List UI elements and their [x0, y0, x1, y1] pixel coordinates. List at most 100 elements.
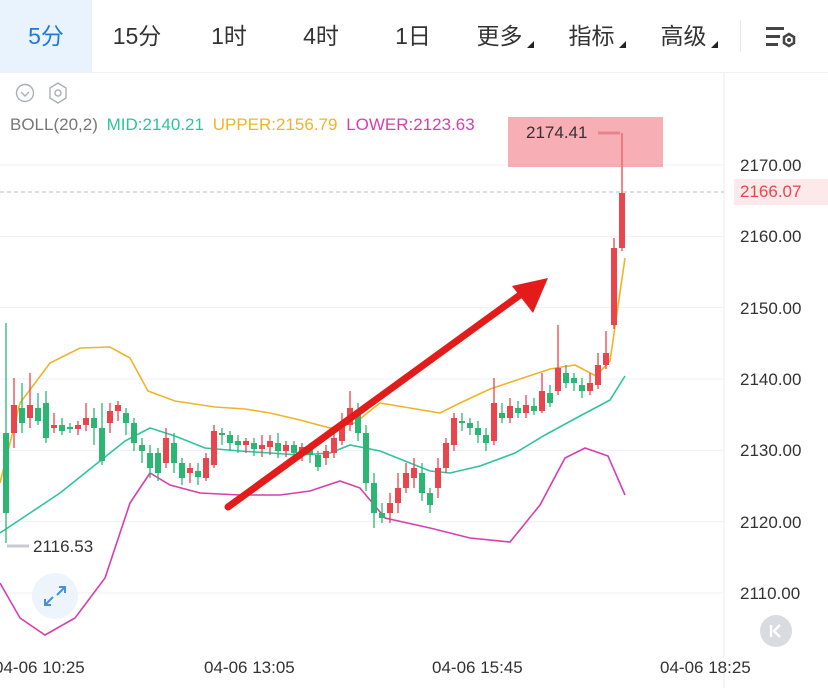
candle-body — [187, 468, 193, 473]
boll-lower-value: LOWER:2123.63 — [346, 115, 475, 134]
candle-body — [379, 513, 385, 518]
candle-body — [459, 421, 465, 423]
candle-body — [235, 441, 241, 445]
caret-down-icon — [618, 41, 626, 48]
candle-body — [219, 433, 225, 435]
caret-down-icon — [526, 41, 534, 48]
tab-label: 更多 — [476, 23, 523, 49]
price-axis-label: 2160.00 — [740, 227, 801, 246]
candle-body — [427, 493, 433, 505]
tab-5min[interactable]: 5分 — [0, 0, 92, 72]
back-to-latest-icon — [769, 624, 781, 638]
caret-down-icon — [710, 41, 718, 48]
price-axis-label: 2170.00 — [740, 156, 801, 175]
candle-body — [523, 405, 529, 413]
tab-more-dropdown[interactable]: 更多 — [460, 0, 550, 72]
candle-body — [147, 453, 153, 468]
candle-body — [507, 406, 513, 418]
expand-button[interactable] — [32, 573, 78, 619]
candle-body — [371, 483, 377, 513]
tab-1hour[interactable]: 1时 — [184, 0, 274, 72]
tab-label: 1日 — [395, 23, 431, 49]
candle-body — [11, 405, 17, 433]
candlestick-chart[interactable]: 2170.00 2160.00 2150.00 2140.00 2130.00 … — [0, 73, 828, 688]
tab-advanced-dropdown[interactable]: 高级 — [644, 0, 734, 72]
candle-body — [123, 413, 129, 423]
candle-body — [355, 413, 361, 433]
candle-body — [155, 453, 161, 473]
boll-upper-line — [0, 257, 626, 484]
candle-body — [619, 193, 625, 248]
tab-label: 指标 — [568, 23, 615, 49]
last-price-badge — [734, 179, 828, 205]
candle-body — [499, 413, 505, 418]
candle-body — [563, 373, 569, 383]
candle-body — [467, 423, 473, 428]
candles — [3, 133, 625, 543]
candle-body — [91, 418, 97, 428]
candle-body — [3, 433, 9, 513]
time-axis-label: 04-06 13:05 — [204, 658, 295, 677]
candle-body — [315, 455, 321, 467]
candle-body — [171, 443, 177, 463]
eye-icon[interactable] — [15, 83, 35, 103]
boll-upper-value: UPPER:2156.79 — [212, 115, 338, 134]
chart-settings-icon[interactable] — [764, 22, 798, 52]
gridlines — [0, 164, 724, 594]
candle-body — [403, 473, 409, 488]
tab-label: 5分 — [28, 23, 64, 49]
candle-body — [251, 443, 257, 449]
candle-body — [35, 408, 41, 421]
candle-body — [195, 471, 201, 477]
tab-indicators-dropdown[interactable]: 指标 — [552, 0, 642, 72]
candle-body — [435, 468, 441, 488]
candle-body — [227, 435, 233, 443]
candle-body — [531, 406, 537, 411]
back-to-latest-button[interactable] — [760, 615, 792, 647]
candle-body — [323, 451, 329, 458]
tab-4hour[interactable]: 4时 — [276, 0, 366, 72]
candle-body — [363, 433, 369, 483]
timeframe-tabbar: 5分 15分 1时 4时 1日 更多 指标 高级 — [0, 0, 828, 73]
candle-body — [163, 438, 169, 463]
candle-body — [555, 368, 561, 391]
tab-label: 15分 — [112, 23, 162, 49]
candle-body — [611, 248, 617, 325]
annotation-arrow-head — [512, 278, 548, 313]
expand-icon — [44, 586, 66, 606]
candle-body — [491, 403, 497, 441]
tab-15min[interactable]: 15分 — [92, 0, 182, 72]
candle-body — [515, 408, 521, 413]
candle-body — [331, 438, 337, 453]
candle-body — [339, 425, 345, 441]
candle-body — [283, 445, 289, 451]
tab-label: 4时 — [303, 23, 339, 49]
candle-body — [411, 468, 417, 478]
candle-body — [67, 427, 73, 429]
candle-body — [483, 435, 489, 443]
tab-label: 高级 — [660, 23, 707, 49]
candle-body — [19, 408, 25, 423]
tab-1day[interactable]: 1日 — [368, 0, 458, 72]
candle-body — [443, 443, 449, 468]
candle-body — [115, 405, 121, 411]
tab-divider — [740, 20, 741, 52]
candle-body — [451, 418, 457, 445]
price-axis-label: 2130.00 — [740, 441, 801, 460]
high-price-label: 2174.41 — [526, 123, 588, 142]
candle-body — [259, 445, 265, 449]
time-axis-label: 04-06 15:45 — [432, 658, 523, 677]
candle-body — [139, 445, 145, 451]
candle-body — [83, 418, 89, 425]
high-highlight-box — [508, 117, 663, 167]
candle-body — [27, 405, 33, 418]
candle-body — [475, 428, 481, 435]
hexagon-settings-icon[interactable] — [48, 82, 68, 104]
boll-mid-value: MID:2140.21 — [106, 115, 204, 134]
candle-body — [179, 463, 185, 478]
boll-legend: BOLL(20,2) MID:2140.21 UPPER:2156.79 LOW… — [10, 115, 479, 135]
candle-body — [131, 423, 137, 443]
candle-body — [43, 403, 49, 438]
candle-body — [51, 425, 57, 428]
annotation-arrow-shaft — [224, 291, 524, 511]
